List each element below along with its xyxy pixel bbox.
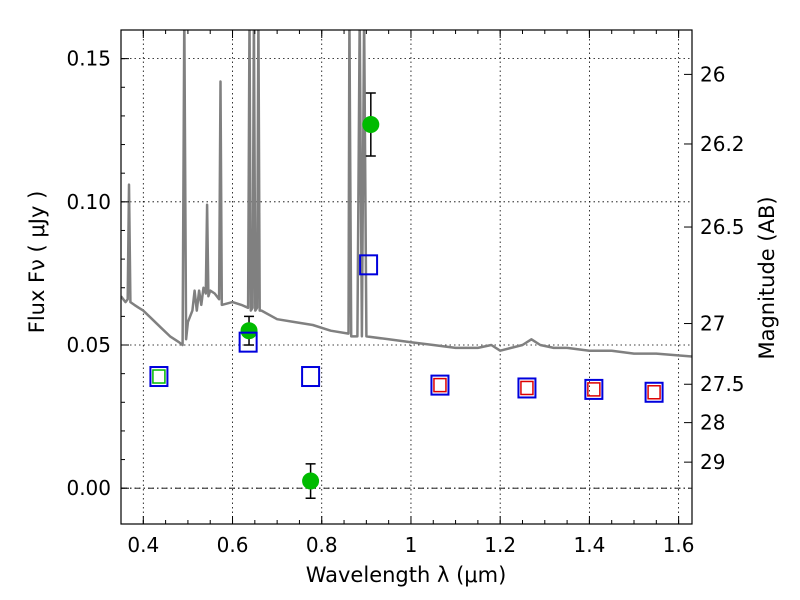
model-flux-square	[149, 366, 169, 388]
x-tick-label: 0.6	[217, 533, 249, 557]
ticks: 0.4 0.6 0.8 1 1.2 1.4 1.6 0.00 0.05 0.10 0.15 26 26.…	[66, 30, 745, 557]
plot-area	[121, 30, 692, 499]
model-flux-inner-square	[433, 377, 447, 393]
x-tick-label: 1.6	[663, 533, 695, 557]
y2-tick-label: 26.2	[700, 132, 745, 156]
model-flux-square	[517, 377, 537, 399]
y-tick-label: 0.15	[66, 47, 111, 71]
model-flux-inner-square	[152, 369, 166, 384]
model-spectrum-line	[121, 30, 692, 358]
y2-tick-label: 26	[700, 62, 725, 86]
model-flux-square	[430, 374, 450, 396]
model-flux-inner-square	[520, 380, 534, 396]
y-tick-label: 0.10	[66, 190, 111, 214]
y2-tick-label: 26.5	[700, 215, 745, 239]
x-tick-label: 1.2	[484, 533, 516, 557]
model-flux-square	[359, 254, 379, 276]
x-axis-label: Wavelength λ (μm)	[306, 563, 507, 587]
y-axis-label: Flux Fν ( μJy )	[25, 191, 49, 334]
model-flux-inner-square	[647, 385, 661, 400]
model-flux-square	[644, 381, 664, 403]
model-flux-inner-square	[587, 382, 601, 397]
model-flux-square	[584, 378, 604, 400]
y-tick-label: 0.05	[66, 333, 111, 357]
model-flux-square	[238, 331, 258, 353]
y2-axis-label: Magnitude (AB)	[755, 196, 779, 359]
x-tick-label: 1	[405, 533, 418, 557]
model-flux-square	[301, 366, 321, 388]
y2-tick-label: 28	[700, 411, 725, 435]
plot-frame	[120, 29, 693, 525]
x-tick-label: 0.4	[127, 533, 159, 557]
y2-tick-label: 27.5	[700, 372, 745, 396]
observed-flux-point	[302, 472, 320, 490]
y2-tick-label: 29	[700, 450, 725, 474]
x-tick-label: 1.4	[573, 533, 605, 557]
grid	[121, 30, 692, 524]
observed-flux-point	[362, 116, 380, 134]
axes-frame	[120, 29, 693, 525]
y-tick-label: 0.00	[66, 476, 111, 500]
x-tick-label: 0.8	[306, 533, 338, 557]
observed-flux-point	[240, 322, 258, 340]
y2-tick-label: 27	[700, 312, 725, 336]
